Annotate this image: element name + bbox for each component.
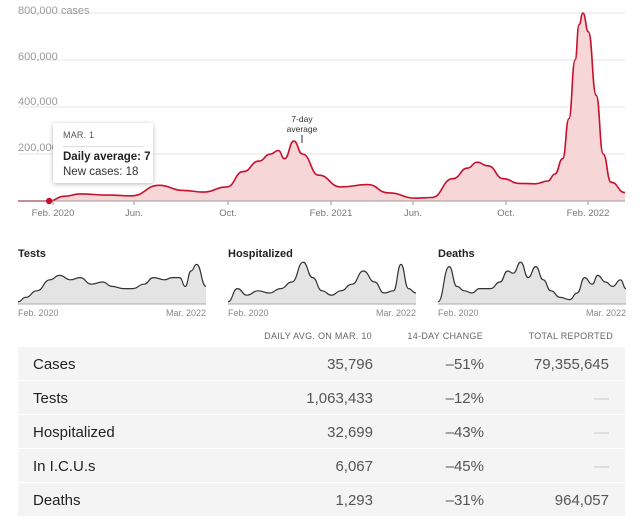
change-value: –12% <box>445 390 484 407</box>
total-value: — <box>594 424 609 441</box>
column-header-total-reported: TOTAL REPORTED <box>528 331 613 341</box>
hospitalized-line <box>227 261 417 303</box>
row-label: Deaths <box>33 492 81 509</box>
total-value: 79,355,645 <box>533 356 609 373</box>
daily-avg-value: 1,063,433 <box>306 390 373 407</box>
daily-avg-value: 35,796 <box>327 356 373 373</box>
column-header-14-day-change: 14-DAY CHANGE <box>407 331 483 341</box>
y-tick-label: 400,000 <box>18 96 58 108</box>
row-label: In I.C.U.s <box>33 458 96 475</box>
x-tick-label: Jun. <box>125 208 143 219</box>
row-label: Tests <box>33 390 69 407</box>
tooltip-date: MAR. 1 <box>63 130 95 140</box>
deaths-chart-title: Deaths <box>438 248 475 260</box>
hospitalized-x-start-label: Feb. 2020 <box>228 308 269 318</box>
total-value: 964,057 <box>554 492 609 509</box>
tests-sparkline: Feb. 2020 Mar. 2022 <box>17 263 207 318</box>
y-tick-label: 200,000 <box>18 142 58 154</box>
cases-chart-gridlines <box>18 12 625 155</box>
table-row-tests: Tests 1,063,433 –12% — <box>18 381 625 415</box>
column-header-daily-avg: DAILY AVG. ON MAR. 10 <box>264 331 372 341</box>
x-tick-label: Feb. 2021 <box>310 208 353 219</box>
hospitalized-sparkline: Feb. 2020 Mar. 2022 <box>227 261 417 318</box>
tests-chart-title: Tests <box>18 248 46 260</box>
table-row-deaths: Deaths 1,293 –31% 964,057 <box>18 483 625 517</box>
deaths-line <box>437 261 627 303</box>
summary-table: Cases 35,796 –51% 79,355,645 Tests 1,063… <box>18 347 625 517</box>
hospitalized-chart-title: Hospitalized <box>228 248 293 260</box>
deaths-sparkline: Feb. 2020 Mar. 2022 <box>437 261 627 318</box>
tooltip-daily-average: Daily average: 7 <box>63 151 151 163</box>
deaths-x-end-label: Mar. 2022 <box>586 308 626 318</box>
tooltip-divider <box>63 146 143 147</box>
x-tick-label: Oct. <box>497 208 514 219</box>
cases-area-fill <box>18 13 625 201</box>
tooltip-new-cases: New cases: 18 <box>63 166 139 178</box>
total-value: — <box>594 458 609 475</box>
tests-x-end-label: Mar. 2022 <box>166 308 206 318</box>
change-value: –43% <box>445 424 484 441</box>
cases-trend-line <box>18 12 626 202</box>
tests-x-start-label: Feb. 2020 <box>18 308 59 318</box>
hospitalized-area-fill <box>228 262 416 304</box>
annotation-label: average <box>287 124 318 134</box>
x-tick-label: Feb. 2022 <box>567 208 610 219</box>
deaths-x-start-label: Feb. 2020 <box>438 308 479 318</box>
table-row-hospitalized: Hospitalized 32,699 –43% — <box>18 415 625 449</box>
y-tick-label: 800,000 cases <box>18 5 90 17</box>
daily-avg-value: 6,067 <box>335 458 373 475</box>
change-value: –31% <box>445 492 484 509</box>
x-tick-label: Oct. <box>219 208 236 219</box>
hover-marker[interactable] <box>45 197 53 205</box>
y-tick-label: 600,000 <box>18 51 58 63</box>
hover-tooltip: MAR. 1 Daily average: 7 New cases: 18 <box>53 123 153 183</box>
row-label: Cases <box>33 356 76 373</box>
tests-area-fill <box>18 264 206 304</box>
annotation-label: 7-day <box>291 114 313 124</box>
deaths-area-fill <box>438 262 626 304</box>
daily-avg-value: 32,699 <box>327 424 373 441</box>
table-row-icu: In I.C.U.s 6,067 –45% — <box>18 449 625 483</box>
x-tick-label: Jun. <box>404 208 422 219</box>
change-value: –45% <box>445 458 484 475</box>
total-value: — <box>594 390 609 407</box>
cases-chart: 800,000 cases 600,000 400,000 200,000 Fe… <box>18 5 626 219</box>
daily-avg-value: 1,293 <box>335 492 373 509</box>
hospitalized-x-end-label: Mar. 2022 <box>376 308 416 318</box>
row-label: Hospitalized <box>33 424 115 441</box>
x-axis-ticks <box>52 201 589 205</box>
table-row-cases: Cases 35,796 –51% 79,355,645 <box>18 347 625 381</box>
change-value: –51% <box>445 356 484 373</box>
x-tick-label: Feb. 2020 <box>32 208 75 219</box>
tests-line <box>17 263 207 303</box>
